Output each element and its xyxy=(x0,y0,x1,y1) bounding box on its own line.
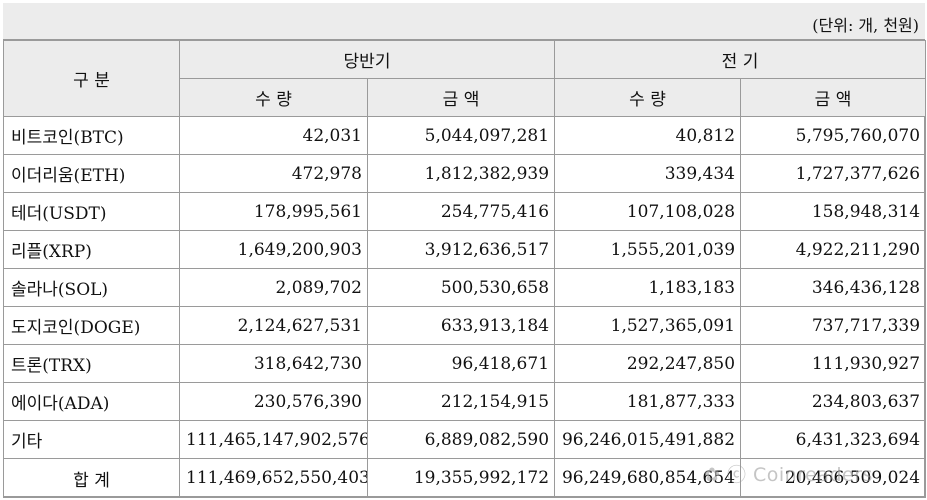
total-label: 합 계 xyxy=(3,458,180,498)
prior-amount: 737,717,339 xyxy=(740,306,927,345)
current-amount: 500,530,658 xyxy=(366,268,556,307)
table-row: 솔라나(SOL) 2,089,702 500,530,658 1,183,183… xyxy=(3,268,927,307)
current-quantity: 42,031 xyxy=(179,116,368,155)
holdings-table: 구 분 당반기 전 기 수 량 금 액 수 량 금 액 비트코인(BTC) 42… xyxy=(3,40,927,498)
asset-name: 도지코인(DOGE) xyxy=(3,306,180,345)
current-amount: 5,044,097,281 xyxy=(366,116,556,155)
current-amount: 254,775,416 xyxy=(366,192,556,231)
current-quantity: 472,978 xyxy=(179,154,368,193)
table-row: 이더리움(ETH) 472,978 1,812,382,939 339,434 … xyxy=(3,154,927,193)
current-amount: 96,418,671 xyxy=(366,344,556,383)
asset-name: 솔라나(SOL) xyxy=(3,268,180,307)
prior-amount: 1,727,377,626 xyxy=(740,154,927,193)
asset-name: 기타 xyxy=(3,420,180,459)
current-quantity: 1,649,200,903 xyxy=(179,230,368,269)
current-amount: 633,913,184 xyxy=(366,306,556,345)
header-current-quantity: 수 량 xyxy=(179,78,368,117)
unit-label: (단위: 개, 천원) xyxy=(812,16,919,35)
table-row: 에이다(ADA) 230,576,390 212,154,915 181,877… xyxy=(3,382,927,421)
prior-quantity: 181,877,333 xyxy=(554,382,742,421)
header-prior-amount: 금 액 xyxy=(740,78,927,117)
prior-quantity: 107,108,028 xyxy=(554,192,742,231)
asset-name: 테더(USDT) xyxy=(3,192,180,231)
prior-quantity: 1,555,201,039 xyxy=(554,230,742,269)
current-amount: 1,812,382,939 xyxy=(366,154,556,193)
total-current-quantity: 111,469,652,550,403 xyxy=(179,458,368,498)
current-quantity: 2,124,627,531 xyxy=(179,306,368,345)
header-prior-quantity: 수 량 xyxy=(554,78,742,117)
current-quantity: 178,995,561 xyxy=(179,192,368,231)
prior-quantity: 96,246,015,491,882 xyxy=(554,420,742,459)
unit-row: (단위: 개, 천원) xyxy=(3,3,925,40)
prior-quantity: 292,247,850 xyxy=(554,344,742,383)
current-quantity: 2,089,702 xyxy=(179,268,368,307)
header-current-amount: 금 액 xyxy=(366,78,556,117)
total-row: 합 계 111,469,652,550,403 19,355,992,172 9… xyxy=(3,458,927,498)
prior-amount: 6,431,323,694 xyxy=(740,420,927,459)
prior-amount: 346,436,128 xyxy=(740,268,927,307)
prior-quantity: 1,183,183 xyxy=(554,268,742,307)
prior-quantity: 40,812 xyxy=(554,116,742,155)
current-amount: 6,889,082,590 xyxy=(366,420,556,459)
prior-quantity: 1,527,365,091 xyxy=(554,306,742,345)
prior-amount: 111,930,927 xyxy=(740,344,927,383)
table-row: 비트코인(BTC) 42,031 5,044,097,281 40,812 5,… xyxy=(3,116,927,155)
prior-amount: 158,948,314 xyxy=(740,192,927,231)
current-amount: 212,154,915 xyxy=(366,382,556,421)
current-quantity: 111,465,147,902,576 xyxy=(179,420,368,459)
asset-name: 리플(XRP) xyxy=(3,230,180,269)
asset-name: 에이다(ADA) xyxy=(3,382,180,421)
header-current-period: 당반기 xyxy=(178,40,556,79)
prior-amount: 5,795,760,070 xyxy=(740,116,927,155)
asset-name: 트론(TRX) xyxy=(3,344,180,383)
total-prior-quantity: 96,249,680,854,654 xyxy=(554,458,742,498)
prior-quantity: 339,434 xyxy=(554,154,742,193)
current-amount: 3,912,636,517 xyxy=(366,230,556,269)
current-quantity: 318,642,730 xyxy=(179,344,368,383)
asset-name: 비트코인(BTC) xyxy=(3,116,180,155)
current-quantity: 230,576,390 xyxy=(179,382,368,421)
prior-amount: 4,922,211,290 xyxy=(740,230,927,269)
table-row: 도지코인(DOGE) 2,124,627,531 633,913,184 1,5… xyxy=(3,306,927,345)
table-row: 리플(XRP) 1,649,200,903 3,912,636,517 1,55… xyxy=(3,230,927,269)
total-prior-amount: 20,466,509,024 xyxy=(740,458,927,498)
header-category: 구 분 xyxy=(3,40,180,117)
prior-amount: 234,803,637 xyxy=(740,382,927,421)
total-current-amount: 19,355,992,172 xyxy=(366,458,556,498)
asset-name: 이더리움(ETH) xyxy=(3,154,180,193)
table-row: 트론(TRX) 318,642,730 96,418,671 292,247,8… xyxy=(3,344,927,383)
header-prior-period: 전 기 xyxy=(554,40,927,79)
table-row: 테더(USDT) 178,995,561 254,775,416 107,108… xyxy=(3,192,927,231)
table-row: 기타 111,465,147,902,576 6,889,082,590 96,… xyxy=(3,420,927,459)
